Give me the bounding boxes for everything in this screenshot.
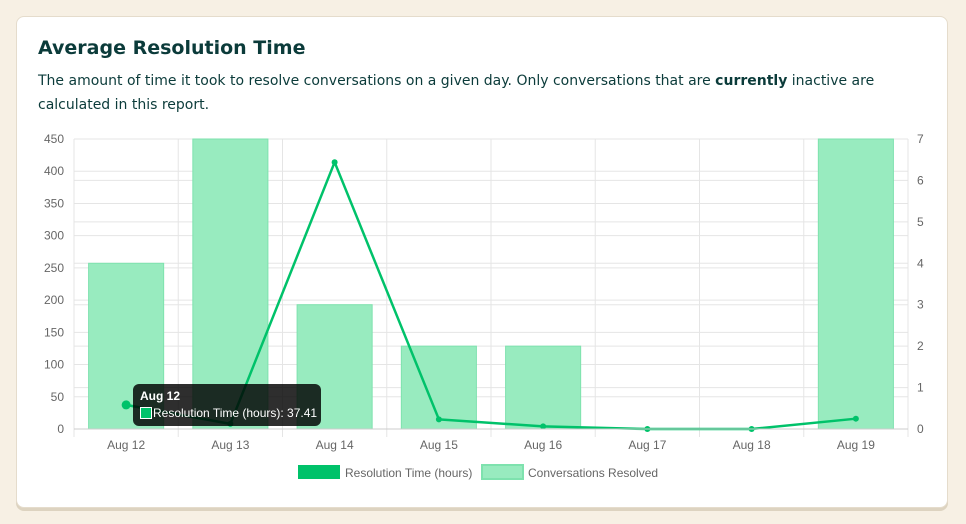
x-tick-label: Aug 18 [733, 438, 771, 452]
description-text-2: inactive are calculated in this report. [38, 73, 875, 113]
x-tick-label: Aug 12 [107, 438, 145, 452]
chart-axes: 0 50 100 150 200 250 300 350 400 450 0 1 2 3 4 5 6 7 Aug 1… [44, 132, 924, 452]
line-point-resolution-time [331, 159, 338, 166]
y-right-tick-label: 7 [917, 132, 924, 146]
y-left-tick-label: 400 [44, 164, 64, 178]
y-left-tick-label: 50 [51, 390, 65, 404]
tooltip-title: Aug 12 [140, 389, 181, 403]
tooltip-color-swatch [140, 407, 152, 419]
y-left-tick-label: 450 [44, 132, 64, 146]
x-tick-label: Aug 15 [420, 438, 458, 452]
line-point-resolution-time [540, 423, 547, 430]
y-right-tick-label: 1 [917, 381, 924, 395]
y-left-tick-label: 150 [44, 325, 64, 339]
tooltip-label: Resolution Time (hours): 37.41 [153, 406, 318, 420]
x-tick-label: Aug 16 [524, 438, 562, 452]
report-card: Average Resolution Time The amount of ti… [16, 16, 948, 508]
x-tick-label: Aug 14 [316, 438, 354, 452]
description-text-1: The amount of time it took to resolve co… [38, 73, 716, 89]
y-left-tick-label: 250 [44, 261, 64, 275]
line-point-resolution-time [121, 400, 131, 410]
legend-label-conversations-resolved[interactable]: Conversations Resolved [528, 466, 658, 480]
y-left-tick-label: 0 [57, 422, 64, 436]
x-tick-label: Aug 19 [837, 438, 875, 452]
report-title: Average Resolution Time [38, 37, 306, 59]
legend-label-resolution-time[interactable]: Resolution Time (hours) [345, 466, 472, 480]
y-right-tick-label: 0 [917, 422, 924, 436]
y-right-tick-label: 3 [917, 298, 924, 312]
report-description: The amount of time it took to resolve co… [38, 69, 928, 117]
y-right-tick-label: 5 [917, 215, 924, 229]
line-point-resolution-time [852, 415, 859, 422]
y-right-tick-label: 6 [917, 173, 924, 187]
bar-series [88, 138, 894, 430]
bar-conversations-resolved [505, 345, 582, 430]
x-tick-label: Aug 13 [211, 438, 249, 452]
chart-legend: Resolution Time (hours) Conversations Re… [298, 464, 658, 480]
y-right-tick-label: 4 [917, 256, 924, 270]
legend-swatch-resolution-time[interactable] [298, 465, 340, 479]
y-left-tick-label: 200 [44, 293, 64, 307]
legend-swatch-conversations-resolved[interactable] [481, 464, 524, 480]
bar-conversations-resolved [817, 138, 894, 430]
x-tick-label: Aug 17 [628, 438, 666, 452]
bar-conversations-resolved [192, 138, 269, 430]
line-point-resolution-time [435, 416, 442, 423]
chart-tooltip: Aug 12 Resolution Time (hours): 37.41 [133, 384, 321, 426]
y-left-tick-label: 100 [44, 358, 64, 372]
y-left-tick-label: 300 [44, 229, 64, 243]
description-emphasis: currently [715, 73, 788, 89]
y-left-tick-label: 350 [44, 196, 64, 210]
y-right-tick-label: 2 [917, 339, 924, 353]
